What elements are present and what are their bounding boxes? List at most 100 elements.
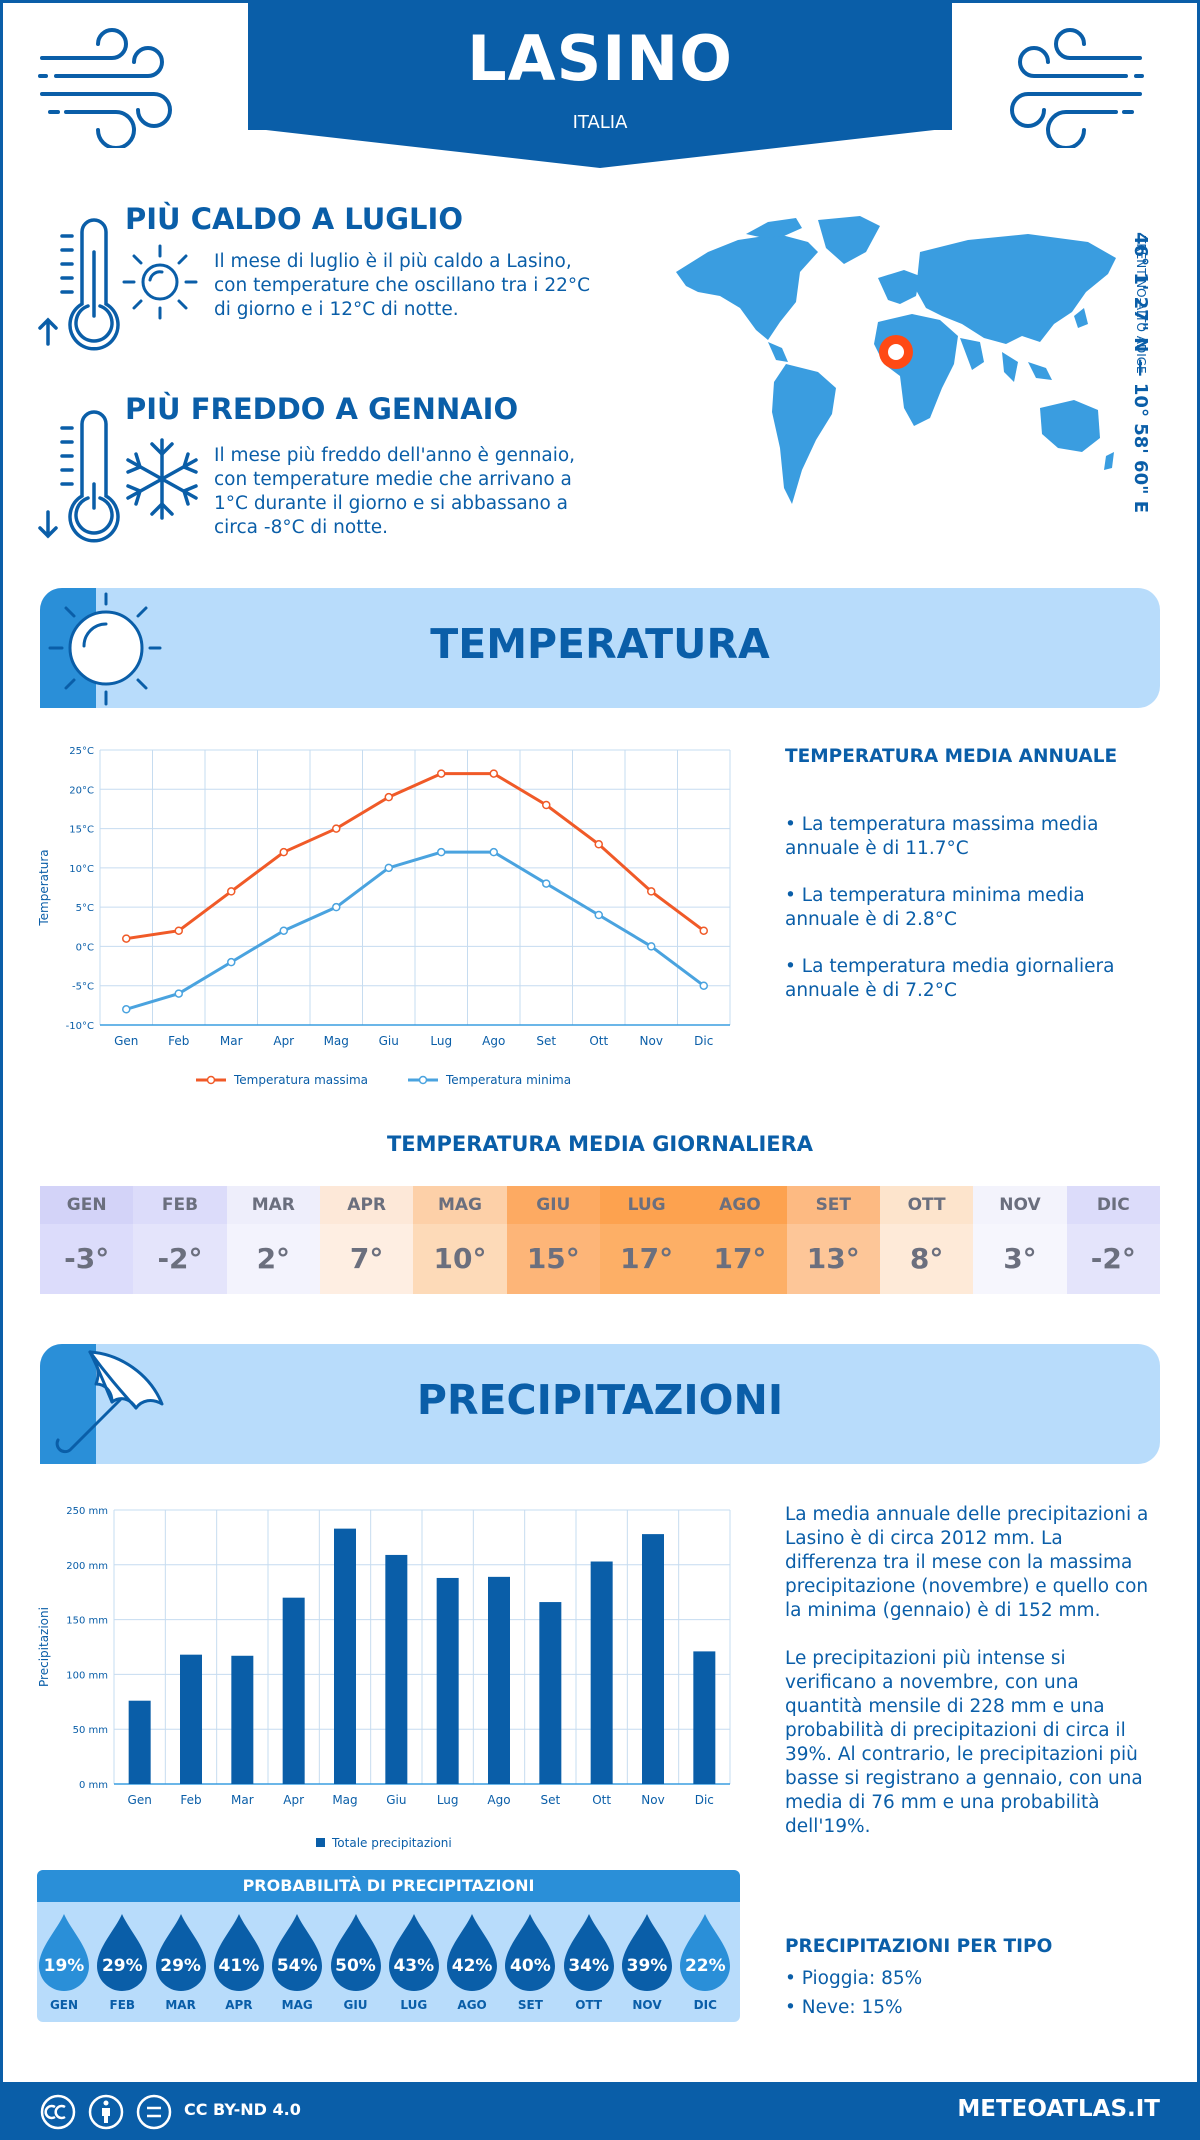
y-tick-label: 20°C: [69, 785, 94, 796]
probability-month: OTT: [575, 1998, 603, 2012]
probability-drop: 50% GIU: [327, 1912, 385, 2016]
probability-value: 43%: [393, 1956, 435, 1976]
temperature-banner: [40, 588, 1160, 708]
warmest-text: Il mese di luglio è il più caldo a Lasin…: [214, 251, 591, 320]
daily-temp-cell: FEB -2°: [133, 1186, 227, 1294]
data-point: [542, 879, 551, 888]
bar: [590, 1561, 613, 1784]
probability-month: AGO: [457, 1998, 487, 2012]
x-tick-label: Apr: [273, 1034, 294, 1048]
daily-temp-cell: APR 7°: [319, 1186, 414, 1294]
daily-temp-month: MAG: [413, 1186, 507, 1224]
probability-drop: 22% DIC: [676, 1912, 734, 2016]
data-point: [489, 769, 498, 778]
raindrop-shape: [39, 1914, 89, 1991]
daily-temp-value: -2°: [133, 1224, 227, 1294]
bar: [436, 1577, 459, 1784]
x-tick-label: Ott: [589, 1034, 608, 1048]
y-tick-label: 150 mm: [66, 1616, 108, 1627]
x-tick-label: Ago: [482, 1034, 505, 1048]
legend-marker: [418, 1075, 428, 1085]
wind-icon-left: [38, 28, 172, 148]
data-point: [594, 840, 603, 849]
x-tick-label: Feb: [168, 1034, 189, 1048]
probability-drop: 41% APR: [210, 1912, 268, 2016]
daily-temp-month: GEN: [40, 1186, 134, 1224]
raindrop-shape: [330, 1914, 381, 1991]
x-tick-label: Nov: [641, 1793, 664, 1807]
daily-temp-value: 10°: [413, 1224, 507, 1294]
raindrop-shape: [622, 1914, 672, 1991]
precipitation-banner-corner: [40, 1344, 96, 1464]
header-banner-tip: [248, 128, 952, 168]
daily-temp-heading: TEMPERATURA MEDIA GIORNALIERA: [386, 1132, 814, 1156]
x-tick-label: Gen: [128, 1793, 152, 1807]
data-point: [279, 847, 288, 857]
coordinates: 46° 1' 27" N — 10° 58' 60" E: [1130, 232, 1151, 514]
data-point: [647, 887, 656, 896]
probability-value: 41%: [218, 1956, 260, 1976]
daily-temp-month: MAR: [226, 1186, 320, 1224]
country-subtitle: ITALIA: [572, 112, 628, 133]
raindrop-shape: [213, 1914, 264, 1991]
daily-temp-month: APR: [319, 1186, 414, 1224]
data-point: [594, 910, 603, 920]
legend-label: Temperatura minima: [445, 1073, 571, 1087]
data-point: [542, 800, 551, 810]
data-point: [384, 863, 393, 873]
probability-drop: 43% LUG: [385, 1912, 443, 2016]
data-point: [699, 981, 708, 990]
warmest-title: PIÙ CALDO A LUGLIO: [125, 202, 463, 236]
probability-drop: 42% AGO: [443, 1912, 501, 2016]
daily-temp-month: OTT: [879, 1186, 974, 1224]
x-tick-label: Nov: [640, 1034, 663, 1048]
y-tick-label: 0 mm: [79, 1780, 108, 1791]
daily-temp-value: -3°: [40, 1224, 134, 1294]
data-point: [332, 824, 341, 833]
x-tick-label: Set: [540, 1793, 560, 1807]
probability-value: 50%: [335, 1956, 376, 1976]
annual-temp-bullet-min: • La temperatura minima media annuale è …: [785, 885, 1085, 930]
legend-label: Temperatura massima: [233, 1073, 368, 1087]
coldest-title: PIÙ FREDDO A GENNAIO: [125, 392, 519, 426]
site-link[interactable]: METEOATLAS.IT: [957, 2096, 1160, 2122]
no-derivatives-icon: [136, 2094, 172, 2130]
y-tick-label: -10°C: [66, 1021, 94, 1032]
data-point: [122, 934, 131, 943]
daily-temp-cell: LUG 17°: [599, 1186, 694, 1294]
daily-temp-value: 7°: [319, 1224, 414, 1294]
x-tick-label: Mag: [332, 1793, 357, 1807]
daily-temp-cell: GIU 15°: [506, 1186, 600, 1294]
daily-temp-value: 15°: [506, 1224, 600, 1294]
precip-type-rain: • Pioggia: 85%: [785, 1968, 923, 1989]
y-axis-label: Temperatura: [37, 849, 51, 926]
daily-temp-month: NOV: [973, 1186, 1067, 1224]
wind-icon-right: [1010, 28, 1144, 148]
x-tick-label: Mar: [220, 1034, 243, 1048]
raindrop-shape: [447, 1914, 498, 1991]
daily-temp-month: DIC: [1066, 1186, 1160, 1224]
data-point: [227, 957, 236, 967]
x-tick-label: Feb: [180, 1793, 201, 1807]
data-point: [437, 847, 446, 857]
probability-month: NOV: [632, 1998, 662, 2012]
attribution-icon: [88, 2094, 124, 2130]
x-tick-label: Dic: [694, 1034, 713, 1048]
raindrop-icon: [622, 1914, 672, 1991]
x-tick-label: Giu: [379, 1034, 399, 1048]
daily-temp-month: LUG: [599, 1186, 694, 1224]
precipitation-banner: [40, 1344, 1160, 1464]
daily-temp-value: 17°: [693, 1224, 787, 1294]
sun-icon: [122, 244, 198, 320]
probability-month: APR: [225, 1998, 253, 2012]
x-tick-label: Lug: [437, 1793, 459, 1807]
daily-temp-value: 8°: [879, 1224, 974, 1294]
data-point: [699, 926, 708, 935]
raindrop-icon: [272, 1914, 323, 1991]
y-tick-label: 100 mm: [66, 1670, 108, 1681]
legend-label: Totale precipitazioni: [331, 1836, 452, 1850]
probability-drop: 40% SET: [501, 1912, 559, 2016]
y-tick-label: 250 mm: [66, 1506, 108, 1517]
data-point: [489, 847, 498, 857]
world-map: [676, 216, 1116, 504]
